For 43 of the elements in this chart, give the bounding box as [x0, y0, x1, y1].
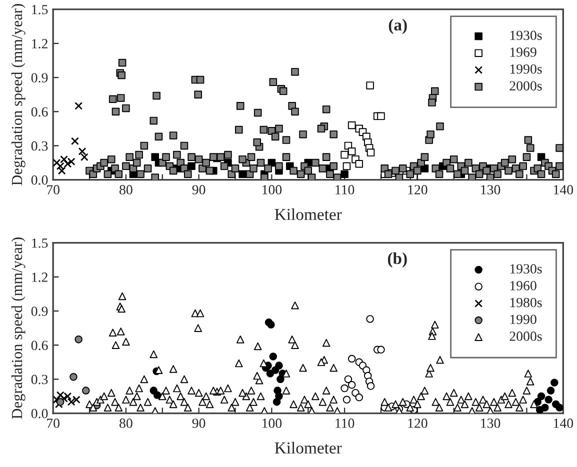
- legend-label: 1960: [510, 281, 536, 290]
- x-tick-label: 120: [408, 418, 428, 428]
- y-tick-label: 0.9: [31, 306, 48, 316]
- x-tick-label: 90: [192, 185, 206, 194]
- x-tick-label: 80: [120, 185, 132, 194]
- x-tick-label: 130: [481, 185, 500, 194]
- legend-label: 1969: [510, 48, 536, 57]
- y-tick-label: 0.6: [31, 107, 48, 117]
- x-tick-label: 130: [481, 418, 500, 428]
- y-tick-label: 0.0: [31, 175, 48, 185]
- x-tick-label: 100: [262, 418, 282, 428]
- y-axis-title: Degradation speed (mm/year): [11, 238, 26, 419]
- x-axis-title: Kilometer: [274, 442, 342, 454]
- x-axis-title: Kilometer: [274, 208, 342, 220]
- x-tick-label: 100: [262, 185, 282, 194]
- y-tick-label: 0.9: [31, 73, 48, 83]
- annotation: (b): [388, 252, 407, 268]
- legend-label: 2000s: [510, 81, 542, 91]
- y-tick-label: 0.3: [31, 141, 48, 151]
- y-tick-label: 1.2: [32, 39, 48, 48]
- y-tick-label: 1.5: [32, 4, 48, 14]
- x-tick-label: 80: [120, 418, 132, 428]
- annotation: (a): [388, 18, 407, 34]
- y-tick-label: 0.0: [31, 408, 48, 418]
- y-tick-label: 1.5: [32, 238, 48, 248]
- x-tick-label: 70: [47, 418, 60, 428]
- y-axis-title: Degradation speed (mm/year): [11, 4, 26, 186]
- x-tick-label: 110: [336, 418, 354, 428]
- y-tick-label: 1.2: [32, 272, 48, 282]
- legend-label: 1990: [510, 314, 536, 324]
- x-tick-label: 90: [192, 418, 206, 428]
- y-tick-label: 0.3: [31, 374, 48, 384]
- x-tick-label: 120: [408, 185, 428, 194]
- legend-label: 1930s: [510, 264, 542, 274]
- legend-label: 1980s: [510, 298, 542, 308]
- legend-label: 1930s: [510, 30, 542, 40]
- legend-label: 1990s: [510, 64, 542, 74]
- legend-label: 2000s: [510, 332, 542, 341]
- y-tick-label: 0.6: [31, 340, 48, 350]
- x-tick-label: 140: [554, 418, 574, 428]
- x-tick-label: 110: [336, 185, 354, 194]
- x-tick-label: 70: [47, 185, 60, 194]
- x-tick-label: 140: [554, 185, 574, 194]
